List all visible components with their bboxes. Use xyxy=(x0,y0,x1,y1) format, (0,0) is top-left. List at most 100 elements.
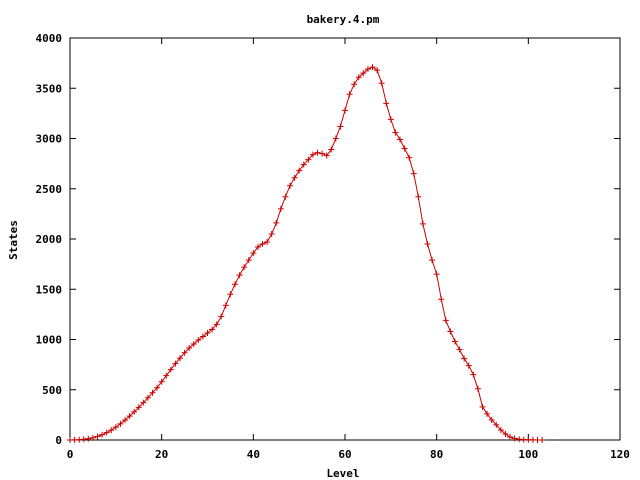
series-states xyxy=(67,64,546,443)
data-point xyxy=(300,161,307,168)
data-point xyxy=(282,193,289,200)
data-point xyxy=(80,436,87,443)
data-point xyxy=(254,244,261,251)
data-point xyxy=(374,67,381,74)
data-point xyxy=(309,151,316,158)
data-point xyxy=(291,174,298,181)
data-point xyxy=(94,433,101,440)
data-point xyxy=(447,328,454,335)
data-point xyxy=(351,81,358,88)
data-point xyxy=(236,272,243,279)
data-point xyxy=(479,403,486,410)
data-point xyxy=(89,434,96,441)
data-point xyxy=(539,437,546,443)
y-axis-label: States xyxy=(7,220,20,260)
data-point xyxy=(131,408,138,415)
data-point xyxy=(319,150,326,157)
data-point xyxy=(497,426,504,433)
data-point xyxy=(140,399,147,406)
y-tick-label: 500 xyxy=(42,384,62,397)
data-point xyxy=(222,302,229,309)
data-point xyxy=(108,427,115,434)
data-point xyxy=(268,230,275,237)
data-point xyxy=(511,435,518,442)
data-point xyxy=(144,394,151,401)
data-point xyxy=(314,149,321,156)
data-point xyxy=(241,264,248,271)
data-point xyxy=(273,219,280,226)
data-point xyxy=(190,341,197,348)
y-tick-label: 2500 xyxy=(36,183,63,196)
data-point xyxy=(438,296,445,303)
data-point xyxy=(167,366,174,373)
data-point xyxy=(296,167,303,174)
data-point xyxy=(346,91,353,98)
data-point xyxy=(177,355,183,362)
data-point xyxy=(259,241,266,248)
data-point xyxy=(126,413,133,420)
y-tick-label: 2000 xyxy=(36,233,63,246)
y-axis-ticks: 0 500 1000 1500 2000 2500 3000 3500 4000 xyxy=(36,32,620,447)
data-point xyxy=(204,329,211,336)
data-point xyxy=(474,385,481,392)
data-point xyxy=(433,271,440,278)
data-point xyxy=(277,205,284,212)
y-tick-label: 4000 xyxy=(36,32,63,45)
data-point xyxy=(245,257,252,264)
plot-border xyxy=(69,37,621,441)
data-point xyxy=(461,355,468,362)
data-point xyxy=(99,431,106,438)
data-point xyxy=(502,430,509,437)
y-tick-label: 0 xyxy=(55,434,62,447)
y-tick-label: 3500 xyxy=(36,82,63,95)
data-point xyxy=(158,378,165,385)
data-point xyxy=(337,123,344,130)
data-point xyxy=(378,80,385,87)
data-point xyxy=(305,156,312,163)
x-axis-ticks: 0 20 40 60 80 100 120 xyxy=(67,38,630,461)
data-point xyxy=(401,145,408,152)
data-point xyxy=(419,220,426,227)
data-point xyxy=(117,420,124,427)
data-point xyxy=(85,435,92,442)
data-point xyxy=(415,193,422,200)
data-point xyxy=(406,154,413,161)
data-point xyxy=(103,429,110,436)
x-tick-label: 0 xyxy=(67,448,74,461)
data-point xyxy=(250,250,257,257)
data-point xyxy=(135,404,142,411)
data-point xyxy=(493,421,500,428)
x-axis-label: Level xyxy=(326,467,359,480)
series-line xyxy=(69,66,543,441)
x-tick-label: 120 xyxy=(610,448,630,461)
data-point xyxy=(484,410,491,417)
data-point xyxy=(452,338,458,345)
data-point xyxy=(456,346,463,353)
data-point xyxy=(488,416,495,423)
data-point xyxy=(163,372,170,379)
data-point xyxy=(424,241,431,248)
y-tick-label: 1000 xyxy=(36,334,63,347)
data-point xyxy=(355,74,362,81)
x-tick-label: 60 xyxy=(338,448,351,461)
y-tick-label: 1500 xyxy=(36,283,63,296)
data-point xyxy=(465,362,472,369)
data-point xyxy=(442,317,449,324)
data-point xyxy=(507,433,513,440)
data-point xyxy=(172,360,179,367)
data-point xyxy=(383,100,390,107)
data-point xyxy=(149,389,156,396)
data-point xyxy=(360,70,367,77)
x-tick-label: 40 xyxy=(247,448,260,461)
data-point xyxy=(429,257,436,264)
data-point xyxy=(369,64,376,71)
data-point xyxy=(387,116,394,123)
data-point xyxy=(410,170,417,177)
x-tick-label: 100 xyxy=(518,448,538,461)
data-point xyxy=(328,146,335,153)
data-point xyxy=(227,291,234,298)
data-point xyxy=(287,182,293,189)
x-tick-label: 80 xyxy=(430,448,443,461)
data-point xyxy=(213,321,220,328)
